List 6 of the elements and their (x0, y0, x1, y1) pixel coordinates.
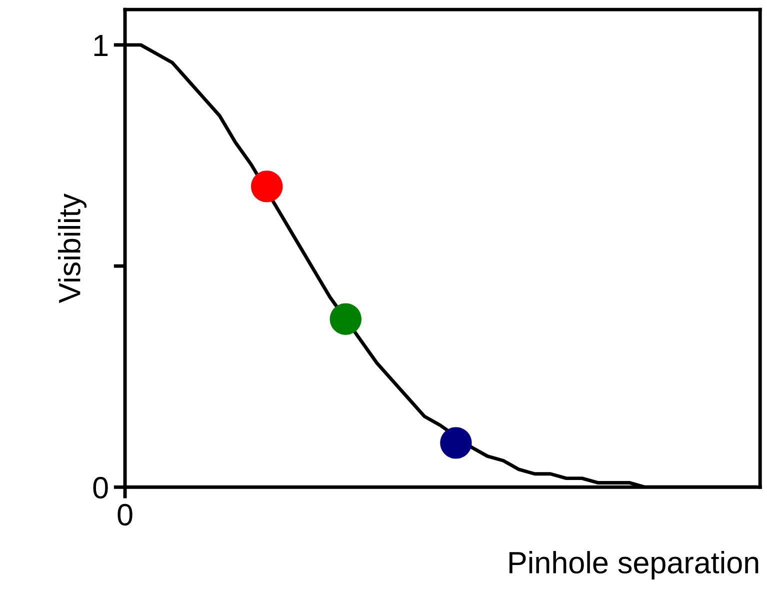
x-axis-title: Pinhole separation (510, 551, 758, 580)
point (251, 170, 283, 202)
y-tick-label: 1 (94, 34, 108, 56)
point (330, 303, 362, 335)
point (440, 427, 472, 459)
y-axis-title: Visibility (58, 193, 86, 304)
